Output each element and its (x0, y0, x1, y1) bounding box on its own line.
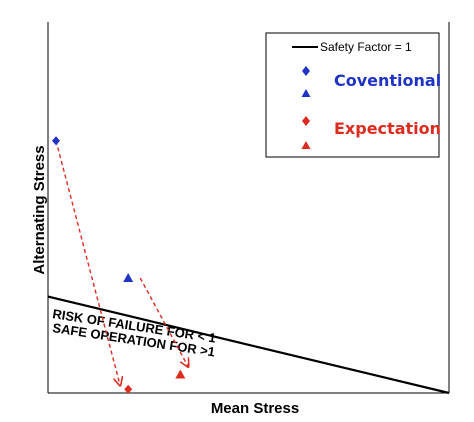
legend-box (265, 32, 440, 158)
data-point-diamond-1 (52, 136, 61, 146)
legend: Safety Factor = 1 Coventional Expectatio… (265, 32, 441, 158)
y-axis-title: Alternating Stress (31, 145, 48, 274)
trend-arrow-2 (139, 277, 188, 367)
legend-conventional-diamond-icon (302, 66, 310, 76)
legend-expectation-triangle-icon (301, 141, 311, 149)
x-axis-title: Mean Stress (211, 400, 299, 417)
legend-expectation-label: Expectation (334, 119, 441, 138)
trend-arrow-1 (55, 140, 120, 386)
data-point-triangle-2 (123, 272, 134, 282)
legend-expectation-diamond-icon (302, 116, 310, 126)
plot-frame (47, 22, 450, 394)
safety-factor-line (47, 295, 450, 395)
arrow-layer (55, 140, 188, 386)
data-point-triangle-4 (175, 369, 186, 379)
marker-layer (52, 136, 186, 394)
legend-conventional-triangle-icon (301, 89, 311, 97)
legend-conventional-label: Coventional (334, 71, 441, 90)
data-point-diamond-3 (124, 384, 133, 394)
legend-safety-label: Safety Factor = 1 (320, 40, 412, 54)
